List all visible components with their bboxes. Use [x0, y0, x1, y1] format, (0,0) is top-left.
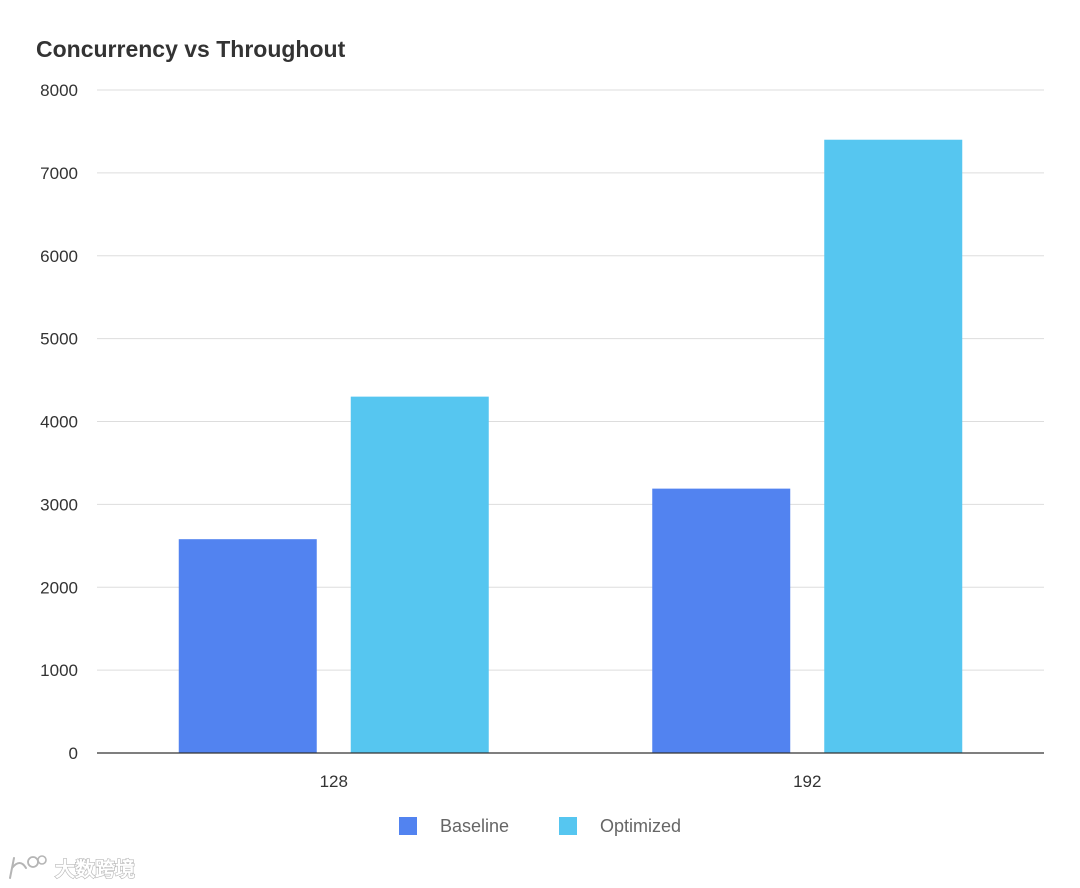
y-tick-label: 3000 [40, 495, 78, 514]
legend: Baseline Optimized [399, 816, 681, 836]
bar-baseline-192 [652, 488, 791, 753]
y-tick-label: 6000 [40, 247, 78, 266]
y-tick-label: 0 [69, 744, 78, 763]
y-tick-label: 5000 [40, 330, 78, 349]
watermark-text: 大数跨境 [55, 857, 135, 881]
y-tick-label: 7000 [40, 164, 78, 183]
bars [178, 139, 963, 754]
legend-label-baseline: Baseline [440, 816, 509, 836]
bar-optimized-192 [824, 139, 963, 754]
y-tick-label: 8000 [40, 81, 78, 100]
legend-label-optimized: Optimized [600, 816, 681, 836]
x-tick-label: 128 [320, 772, 348, 791]
chart-title: Concurrency vs Throughout [36, 36, 346, 62]
legend-swatch-baseline [399, 817, 417, 835]
ibd-logo-icon [9, 855, 47, 879]
legend-swatch-optimized [559, 817, 577, 835]
y-tick-label: 2000 [40, 578, 78, 597]
y-axis-ticks: 0 1000 2000 3000 4000 5000 6000 7000 8000 [40, 81, 78, 763]
bar-optimized-128 [350, 396, 489, 753]
x-axis-ticks: 128 192 [320, 772, 822, 791]
x-tick-label: 192 [793, 772, 821, 791]
y-tick-label: 1000 [40, 661, 78, 680]
watermark: 大数跨境 [9, 855, 136, 882]
bar-baseline-128 [178, 539, 317, 753]
y-tick-label: 4000 [40, 413, 78, 432]
